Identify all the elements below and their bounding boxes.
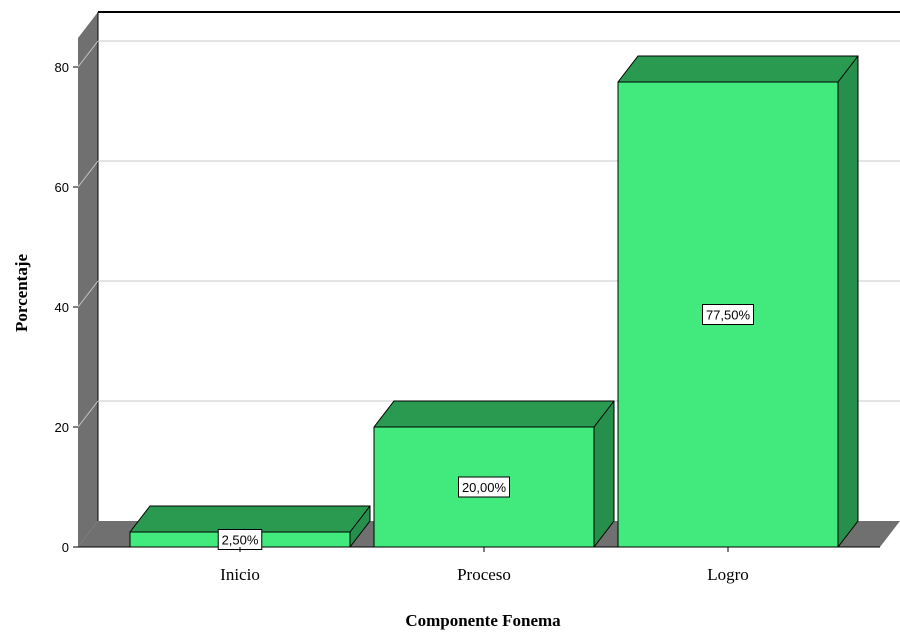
bar-side-face [350,506,370,547]
data-label: 2,50% [222,533,259,548]
bar: 77,50% [617,55,859,548]
bar-top-face [374,401,614,427]
gridline-diag [77,280,99,308]
gridline-diag [77,400,99,428]
data-label-box [458,476,510,498]
y-tick-label: 20 [55,420,69,435]
x-tick-label: Inicio [220,565,260,584]
y-tick-label: 40 [55,300,69,315]
bar: 20,00% [373,400,615,548]
y-tick-label: 60 [55,180,69,195]
bar-side-face [838,56,858,547]
x-axis-title: Componente Fonema [405,611,561,630]
x-axis-ticks: Inicio Proceso Logro [220,547,749,584]
y-tick-label: 0 [62,540,69,555]
bar-edge [593,400,615,428]
x-tick-label: Logro [707,565,749,584]
left-wall [78,12,98,547]
data-label: 77,50% [706,308,751,323]
gridline-diag [77,40,99,68]
bar-edge [837,55,859,83]
y-tick-label: 80 [55,60,69,75]
y-axis-title: Porcentaje [12,254,31,332]
data-label-box [702,304,754,325]
y-axis-ticks: 0 20 40 60 80 [55,60,78,555]
bar: 2,50% [129,505,371,550]
bars: 2,50% 20,00% 77,50% [129,55,859,550]
x-tick-label: Proceso [457,565,511,584]
bar-top-face [618,56,858,82]
data-label: 20,00% [462,480,507,495]
bar-top-face [130,506,370,532]
gridline-diag [77,160,99,188]
bar-side-face [594,401,614,547]
bar-edge [349,505,371,533]
